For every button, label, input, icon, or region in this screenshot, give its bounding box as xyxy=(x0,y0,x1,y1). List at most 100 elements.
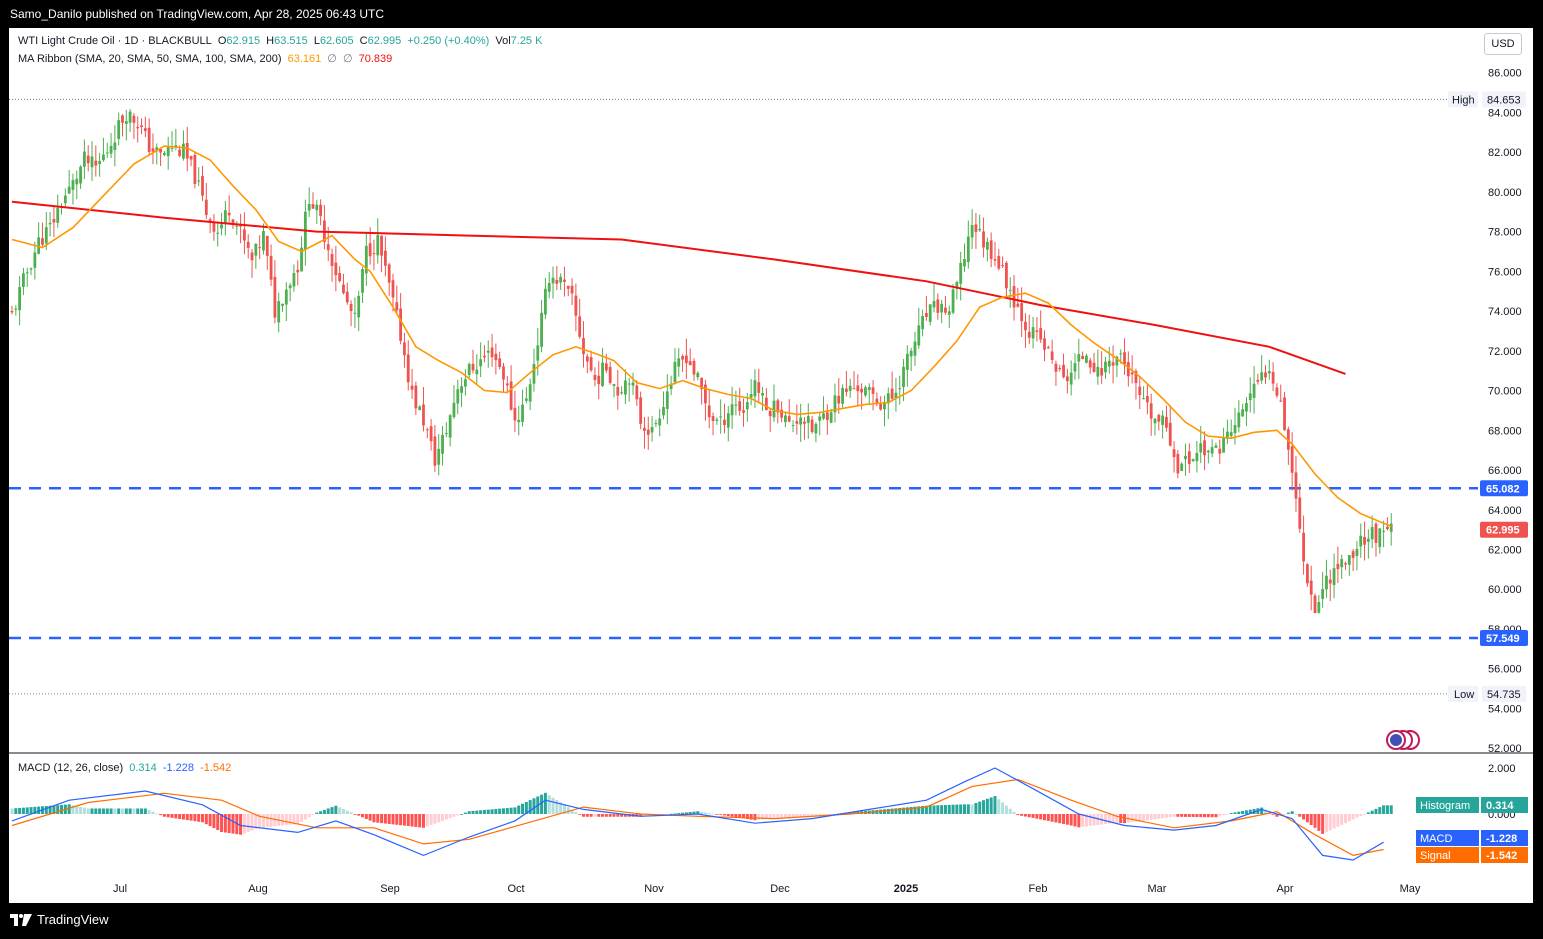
candle-body xyxy=(582,338,585,355)
macd-histogram-bar xyxy=(37,806,41,814)
macd-histogram-bar xyxy=(387,814,391,824)
candle-body xyxy=(1107,360,1111,367)
candle-body xyxy=(902,366,905,388)
candle-body xyxy=(970,225,974,238)
macd-histogram-bar xyxy=(212,814,216,829)
candle-body xyxy=(646,429,650,435)
candle-body xyxy=(132,115,136,123)
candle-body xyxy=(974,224,978,232)
macd-histogram-bar xyxy=(1370,810,1374,814)
macd-histogram-bar xyxy=(1347,814,1351,822)
candle-body xyxy=(822,413,825,419)
macd-histogram-bar xyxy=(601,814,605,817)
macd-histogram-bar xyxy=(543,792,547,814)
candle-body xyxy=(723,419,726,426)
time-tick-label: 2025 xyxy=(894,883,918,895)
open-label: O xyxy=(217,35,227,47)
candle-body xyxy=(761,392,764,396)
candle-body xyxy=(1374,523,1378,543)
candle-body xyxy=(246,241,250,248)
support-tag-bg xyxy=(1480,629,1528,646)
candle-body xyxy=(684,355,688,364)
candle-body xyxy=(1366,538,1370,542)
macd-histogram-bar xyxy=(810,814,814,817)
macd-histogram-bar xyxy=(982,800,986,814)
candle-body xyxy=(612,384,616,386)
candle-body xyxy=(536,345,540,361)
candle-body xyxy=(284,289,288,305)
candle-body xyxy=(1054,363,1058,372)
candle-body xyxy=(1302,532,1305,562)
candle-body xyxy=(753,380,757,397)
candle-body xyxy=(117,120,121,139)
macd-histogram-bar xyxy=(513,807,517,814)
candle-body xyxy=(604,363,608,371)
candle-body xyxy=(886,393,890,404)
candle-body xyxy=(1386,526,1389,530)
candle-body xyxy=(1050,351,1054,361)
candle-body xyxy=(669,383,673,390)
candle-body xyxy=(608,367,612,383)
high-label-bg xyxy=(1448,91,1478,108)
macd-histogram-bar xyxy=(471,810,475,814)
macd-histogram-bar xyxy=(1084,814,1088,827)
candle-body xyxy=(985,241,989,250)
candle-body xyxy=(841,387,844,404)
candle-body xyxy=(989,240,993,260)
candle-body xyxy=(1241,409,1245,417)
macd-histogram-bar xyxy=(898,807,902,814)
candle-body xyxy=(330,254,334,267)
candle-body xyxy=(1024,321,1027,331)
macd-legend: MACD (12, 26, close) 0.314 -1.228 -1.542 xyxy=(18,762,234,774)
tradingview-logo[interactable]: TradingView xyxy=(10,912,109,927)
candle-body xyxy=(475,369,479,375)
candle-body xyxy=(1298,497,1302,529)
candle-body xyxy=(300,247,303,272)
macd-histogram-bar xyxy=(940,805,944,814)
candle-body xyxy=(1248,393,1252,401)
macd-histogram-bar xyxy=(1172,814,1176,817)
macd-histogram-bar xyxy=(917,806,921,814)
macd-histogram-bar xyxy=(402,814,406,826)
footer-bar xyxy=(0,903,1543,939)
macd-histogram-bar xyxy=(1191,814,1195,818)
candle-body xyxy=(879,403,883,410)
macd-histogram-bar xyxy=(136,808,140,814)
macd-histogram-bar xyxy=(1039,814,1043,820)
candle-body xyxy=(982,231,985,248)
candle-body xyxy=(71,179,75,190)
candle-body xyxy=(56,207,60,223)
macd-histogram-bar xyxy=(673,813,677,815)
macd-histogram-bar xyxy=(943,805,947,814)
macd-histogram-bar xyxy=(414,814,418,827)
time-tick-label: Nov xyxy=(644,883,664,895)
macd-histogram-bar xyxy=(372,814,376,823)
macd-histogram-bar xyxy=(1157,814,1161,819)
macd-histogram-bar xyxy=(1374,808,1378,814)
macd-histogram-bar xyxy=(547,795,551,814)
macd-histogram-bar xyxy=(281,814,285,826)
macd-histogram-bar xyxy=(612,814,616,817)
macd-histogram-bar xyxy=(978,801,982,814)
macd-histogram-bar xyxy=(616,814,620,817)
candle-body xyxy=(639,397,643,424)
macd-histogram-bar xyxy=(29,807,33,814)
macd-histogram-bar xyxy=(82,807,86,814)
macd-histogram-bar xyxy=(1145,814,1149,821)
currency-button[interactable]: USD xyxy=(1484,33,1522,55)
macd-histogram-bar xyxy=(1092,814,1096,826)
candle-body xyxy=(1233,425,1237,434)
macd-histogram-bar xyxy=(10,808,14,814)
macd-histogram-bar xyxy=(1294,814,1298,815)
publisher-text: Samo_Danilo published on TradingView.com… xyxy=(10,7,385,21)
macd-histogram-bar xyxy=(936,805,940,814)
candle-body xyxy=(734,404,738,406)
macd-histogram-bar xyxy=(524,801,528,814)
candle-body xyxy=(1062,364,1065,378)
candle-body xyxy=(966,236,970,263)
candle-body xyxy=(44,227,48,244)
macd-histogram-bar xyxy=(269,814,273,827)
macd-histogram-bar xyxy=(669,813,673,815)
candle-body xyxy=(18,287,22,311)
